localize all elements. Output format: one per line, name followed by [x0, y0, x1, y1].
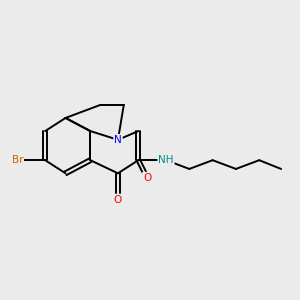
Text: Br: Br — [12, 155, 23, 165]
Text: O: O — [114, 194, 122, 205]
Text: NH: NH — [158, 155, 174, 165]
Text: N: N — [114, 135, 122, 145]
Text: O: O — [143, 173, 151, 183]
